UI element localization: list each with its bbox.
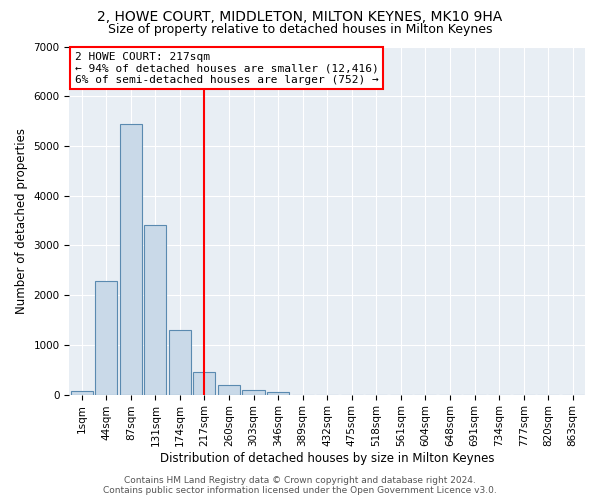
Text: Size of property relative to detached houses in Milton Keynes: Size of property relative to detached ho… — [108, 22, 492, 36]
Text: 2 HOWE COURT: 217sqm
← 94% of detached houses are smaller (12,416)
6% of semi-de: 2 HOWE COURT: 217sqm ← 94% of detached h… — [74, 52, 379, 85]
Bar — [71, 391, 93, 394]
Bar — [193, 372, 215, 394]
Bar — [95, 281, 117, 394]
Text: 2, HOWE COURT, MIDDLETON, MILTON KEYNES, MK10 9HA: 2, HOWE COURT, MIDDLETON, MILTON KEYNES,… — [97, 10, 503, 24]
Bar — [267, 392, 289, 394]
X-axis label: Distribution of detached houses by size in Milton Keynes: Distribution of detached houses by size … — [160, 452, 494, 465]
Bar — [169, 330, 191, 394]
Bar — [218, 384, 240, 394]
Y-axis label: Number of detached properties: Number of detached properties — [15, 128, 28, 314]
Text: Contains HM Land Registry data © Crown copyright and database right 2024.
Contai: Contains HM Land Registry data © Crown c… — [103, 476, 497, 495]
Bar — [120, 124, 142, 394]
Bar — [144, 224, 166, 394]
Bar — [242, 390, 265, 394]
